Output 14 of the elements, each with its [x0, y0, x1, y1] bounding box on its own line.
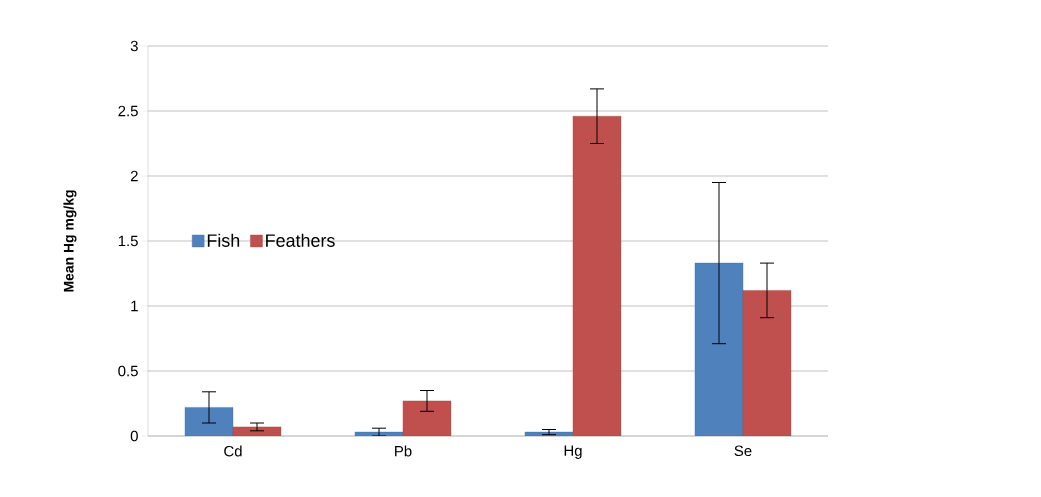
y-axis-title: Mean Hg mg/kg: [63, 190, 77, 292]
x-tick-label: Hg: [564, 445, 582, 459]
y-tick-label: 0.5: [118, 365, 138, 377]
y-tick-label: 1.5: [118, 235, 138, 247]
x-tick-label: Cd: [224, 445, 242, 457]
y-tick-label: 1: [131, 300, 138, 312]
x-tick-label: Pb: [395, 445, 412, 457]
legend-label: Feathers: [266, 233, 335, 247]
y-tick-label: 0: [130, 430, 138, 442]
legend-label: Fish: [207, 233, 240, 247]
y-tick-label: 2: [130, 170, 138, 182]
y-tick-label: 2.5: [118, 105, 138, 117]
x-tick-label: Se: [734, 445, 752, 457]
y-tick-label: 3: [130, 40, 138, 52]
